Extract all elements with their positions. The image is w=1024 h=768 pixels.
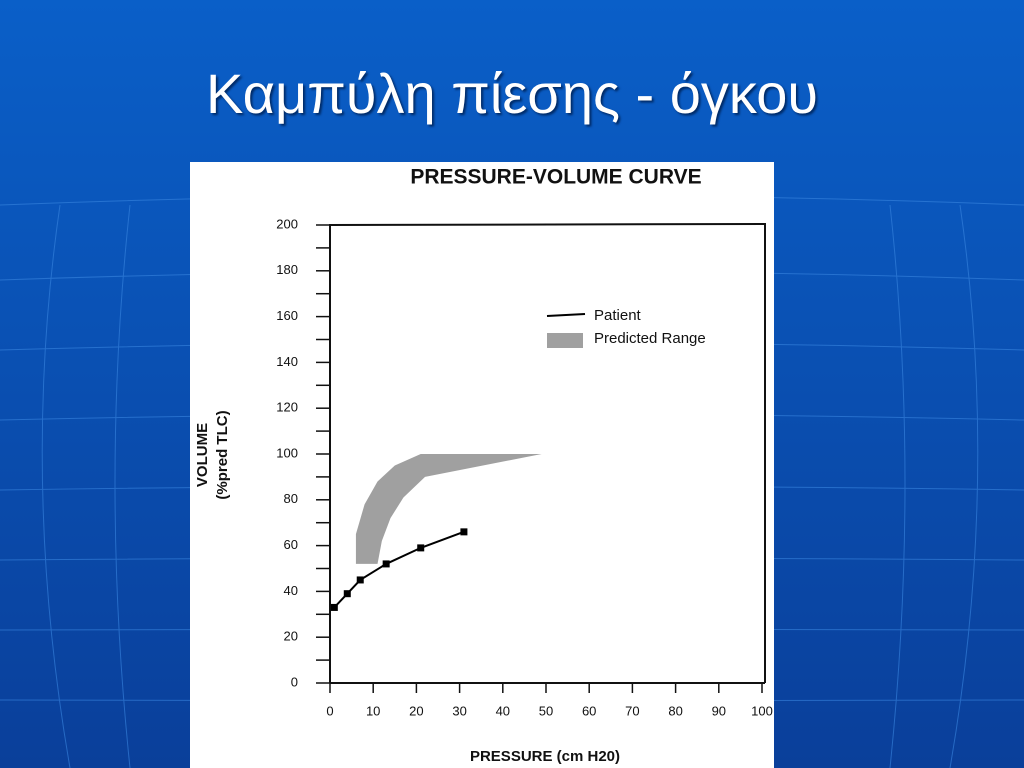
patient-point: [356, 576, 364, 584]
y-tick-label: 160: [276, 308, 298, 323]
legend-label: Predicted Range: [594, 330, 706, 347]
x-tick-label: 100: [751, 703, 773, 718]
x-tick-label: 50: [539, 703, 553, 718]
patient-point: [343, 590, 351, 598]
x-tick-label: 0: [326, 703, 333, 718]
x-tick-label: 80: [668, 703, 682, 718]
y-tick-label: 80: [284, 491, 298, 506]
slide-title: Καμπύλη πίεσης - όγκου: [206, 62, 818, 125]
x-tick-label: 90: [712, 703, 726, 718]
legend-label: Patient: [594, 307, 642, 324]
chart-title: PRESSURE-VOLUME CURVE: [410, 166, 701, 189]
y-tick-label: 100: [276, 445, 298, 460]
y-tick-label: 0: [291, 674, 298, 689]
x-tick-label: 10: [366, 703, 380, 718]
x-axis-title: PRESSURE (cm H20): [470, 748, 620, 765]
predicted-range: [355, 454, 542, 564]
y-tick-label: 140: [276, 354, 298, 369]
x-tick-label: 30: [452, 703, 466, 718]
y-tick-label: 60: [284, 537, 298, 552]
y-axis-title: (%pred TLC): [214, 410, 231, 499]
patient-point: [330, 603, 338, 611]
patient-point: [417, 544, 425, 552]
patient-point: [382, 560, 390, 568]
patient-point: [460, 528, 468, 536]
y-tick-label: 200: [276, 216, 298, 231]
y-tick-label: 120: [276, 400, 298, 415]
y-axis-title: VOLUME: [194, 423, 211, 487]
x-tick-label: 20: [409, 703, 423, 718]
y-tick-label: 20: [284, 629, 298, 644]
legend-swatch: [547, 333, 583, 348]
legend-line: [546, 313, 586, 317]
x-tick-label: 70: [625, 703, 639, 718]
y-tick-label: 40: [284, 583, 298, 598]
x-tick-label: 60: [582, 703, 596, 718]
chart: PRESSURE-VOLUME CURVE PRESSURE (cm H20) …: [194, 166, 773, 765]
x-tick-label: 40: [496, 703, 510, 718]
y-tick-label: 180: [276, 262, 298, 277]
